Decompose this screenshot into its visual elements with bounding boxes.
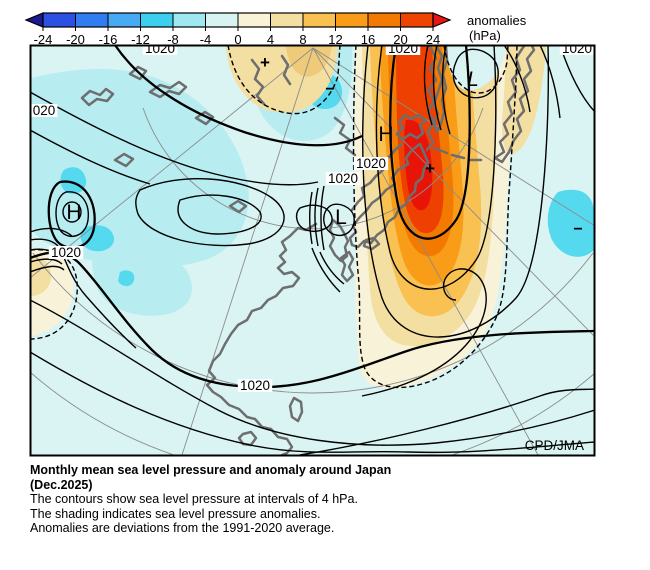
coast-china: [205, 222, 318, 455]
pressure-markers: + − H + H L L −: [66, 53, 582, 238]
anomaly-colorbar: -24 -20 -16 -12 -8 -4 0 4 8 12 16 20 24: [24, 12, 452, 47]
contour-label-box: [237, 379, 273, 392]
contour-label-box: [31, 104, 58, 117]
coast-hokkaido: [395, 113, 428, 142]
contour-value-label: 1020: [51, 245, 81, 260]
colorbar-segment: [335, 13, 368, 27]
dashed-contours: [31, 46, 518, 389]
colorbar-tick-label: -12: [131, 32, 150, 47]
colorbar-segment: [400, 13, 433, 27]
credit-label: CPD/JMA: [525, 438, 584, 453]
lakes: [80, 65, 248, 214]
contour-label-box: [325, 172, 361, 185]
contour-value-label: 1020: [562, 41, 592, 56]
colorbar-tick-label: -16: [99, 32, 118, 47]
coast-sakhalin: [432, 46, 449, 134]
colorbar-tick-label: 12: [328, 32, 342, 47]
colorbar-segment: [303, 13, 336, 27]
pressure-marker: L: [467, 68, 479, 91]
pressure-marker: −: [325, 81, 334, 98]
caption-title: Monthly mean sea level pressure and anom…: [30, 463, 392, 477]
contour-value-label: 1020: [240, 378, 270, 393]
pressure-marker: −: [573, 221, 582, 238]
colorbar-segment: [108, 13, 141, 27]
colorbar-segment: [43, 13, 76, 27]
contour-label-box: [142, 46, 178, 55]
colorbar-tick-label: 8: [299, 32, 306, 47]
colorbar-over-arrow: [432, 12, 452, 28]
coast-kamchatka: [493, 46, 536, 164]
colorbar-segment: [368, 13, 401, 27]
contour-value-label: 1020: [356, 156, 386, 171]
caption-line-contours: The contours show sea level pressure at …: [30, 492, 358, 506]
colorbar-tick-label: -8: [167, 32, 179, 47]
contour-lines: [31, 46, 594, 455]
contour-value-label: 1020: [388, 41, 418, 56]
colorbar-segment: [205, 13, 238, 27]
colorbar-segment: [75, 13, 108, 27]
contour-label-box: [385, 46, 421, 55]
caption-line-average: Anomalies are deviations from the 1991-2…: [30, 521, 335, 535]
colorbar-tick-label: 24: [426, 32, 440, 47]
colorbar-tick-label: 4: [267, 32, 274, 47]
colorbar-tick-label: -4: [200, 32, 212, 47]
contour-label-box: [353, 157, 389, 170]
colorbar-tick-label: 20: [393, 32, 407, 47]
colorbar-tick-label: -24: [34, 32, 53, 47]
kuril-islands: [432, 146, 483, 162]
caption-subtitle: (Dec.2025): [30, 477, 93, 492]
rivers: [250, 54, 357, 157]
colorbar-segment: [173, 13, 206, 27]
pressure-marker: +: [425, 159, 435, 178]
colorbar-segment: [238, 13, 271, 27]
colorbar-segment: [140, 13, 173, 27]
colorbar-tick-label: -20: [66, 32, 85, 47]
pressure-marker: +: [260, 53, 270, 72]
coast-taiwan: [288, 396, 304, 423]
contour-value-label: 1020: [145, 41, 175, 56]
coast-okhotsk: [425, 46, 438, 152]
contour-value-label: 1020: [328, 171, 358, 186]
colorbar-under-arrow: [24, 12, 44, 28]
pressure-marker: H: [66, 201, 81, 224]
colorbar-title: anomalies: [467, 13, 527, 28]
colorbar-tick-label: 0: [234, 32, 241, 47]
map-frame: [29, 44, 596, 457]
coastlines: [80, 46, 536, 455]
contour-label-box: [559, 46, 594, 55]
pressure-marker: H: [378, 123, 393, 146]
colorbar-tick-label: 16: [361, 32, 375, 47]
grid-lines: [31, 47, 594, 455]
caption-line-shading: The shading indicates sea level pressure…: [30, 506, 321, 521]
contour-value-label: 020: [33, 103, 56, 118]
coast-korea: [328, 218, 350, 263]
colorbar-units: (hPa): [469, 28, 501, 43]
coast-shikoku: [362, 236, 381, 251]
figure-caption: Monthly mean sea level pressure and anom…: [30, 463, 610, 536]
colorbar-segment: [270, 13, 303, 27]
pressure-marker: L: [335, 206, 347, 229]
contour-label-box: [48, 246, 84, 259]
